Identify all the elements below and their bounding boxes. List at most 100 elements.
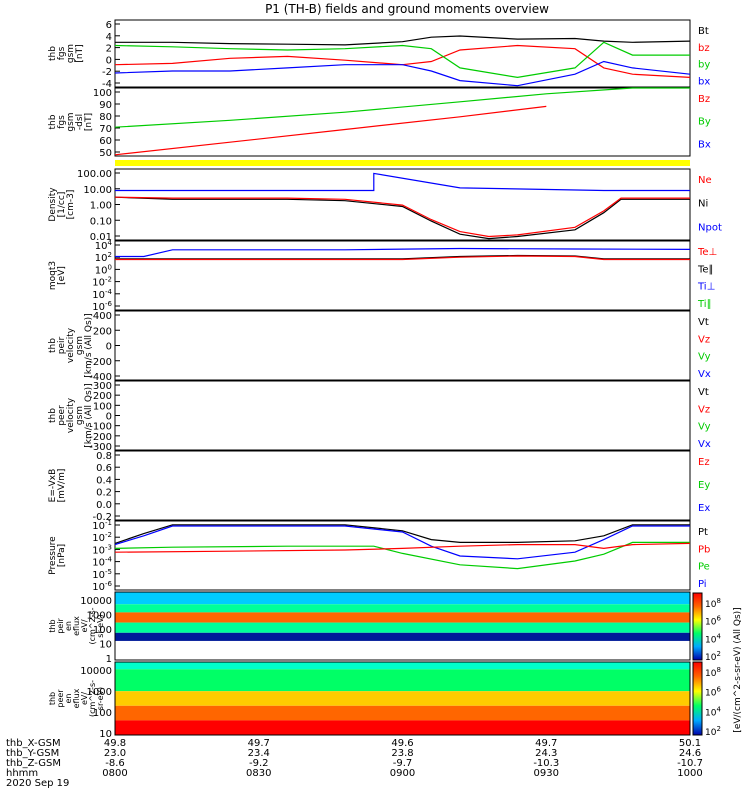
legend-entry: Ex bbox=[698, 503, 710, 514]
colorbar-upper bbox=[692, 592, 703, 661]
spectrogram-band bbox=[115, 592, 690, 605]
ephemeris-label: 2020 Sep 19 bbox=[6, 778, 69, 789]
colorbars: 108 106 104 102 108 106 104 102 [eV/(cm^2-s-sr-e… bbox=[692, 592, 743, 738]
legend-entry: Ey bbox=[698, 480, 710, 491]
y-tick-label: 1000 bbox=[87, 611, 112, 622]
y-tick-label: 100.00 bbox=[77, 169, 112, 180]
y-axis-label: thb bbox=[48, 619, 57, 632]
y-axis-label: sr-eV) bbox=[96, 687, 105, 710]
panel-frame bbox=[114, 240, 691, 311]
y-axis-label: gsm bbox=[66, 44, 76, 63]
y-tick-label: 102 bbox=[95, 251, 112, 264]
ephemeris-value: 0830 bbox=[246, 768, 271, 779]
y-axis-label: thb bbox=[48, 114, 58, 129]
legend-entry: Vt bbox=[698, 317, 709, 328]
y-tick-label: 200 bbox=[93, 326, 112, 337]
y-tick-label: -2 bbox=[102, 67, 112, 78]
y-tick-label: 200 bbox=[93, 391, 112, 402]
ephemeris-label: thb_Y-GSM bbox=[6, 748, 59, 759]
legend-entry: Pe bbox=[698, 562, 710, 573]
ephemeris-value: -10.7 bbox=[677, 758, 703, 769]
y-tick-label: 0.0 bbox=[96, 500, 112, 511]
series-line bbox=[114, 525, 690, 560]
colorbar-tick: 108 bbox=[705, 597, 721, 610]
legend-entry: Vx bbox=[698, 439, 711, 450]
y-axis-label: eflux bbox=[72, 688, 81, 708]
colorbar-tick: 104 bbox=[705, 705, 721, 718]
y-tick-label: 6 bbox=[106, 20, 112, 31]
y-axis-label: thb bbox=[48, 46, 58, 61]
y-axis-label: moqt3 bbox=[48, 261, 58, 290]
panel-frame bbox=[114, 450, 691, 521]
y-tick-label: 60 bbox=[99, 136, 112, 147]
y-tick-label: 0 bbox=[106, 342, 112, 353]
legend-entry: Te∥ bbox=[697, 264, 714, 275]
y-axis-label: [nT] bbox=[84, 113, 94, 131]
legend-entry: Vy bbox=[698, 422, 711, 433]
y-tick-label: 10-2 bbox=[92, 531, 112, 544]
y-tick-label: 0.6 bbox=[96, 463, 112, 474]
y-axis-label: gsm bbox=[75, 336, 85, 355]
series-line bbox=[114, 44, 691, 78]
y-axis-label: velocity bbox=[66, 327, 76, 363]
panel-frame bbox=[114, 87, 691, 157]
series-line bbox=[114, 105, 547, 156]
ephemeris-value: 0900 bbox=[390, 768, 415, 779]
y-tick-label: 50 bbox=[99, 148, 112, 159]
y-axis-label: eV/ bbox=[80, 619, 89, 632]
panel-frame bbox=[114, 661, 691, 736]
series-line bbox=[115, 254, 690, 260]
y-axis-label: peir bbox=[57, 336, 67, 354]
y-axis-label: E=-VxB bbox=[48, 469, 58, 503]
y-tick-label: 10-4 bbox=[92, 556, 112, 569]
legend-entry: Ne bbox=[698, 175, 712, 186]
colorbar-tick: 102 bbox=[705, 650, 721, 663]
chart-title: P1 (TH-B) fields and ground moments over… bbox=[265, 2, 549, 16]
ephemeris-label: thb_X-GSM bbox=[6, 738, 61, 749]
ephemeris-label: hhmm bbox=[6, 768, 38, 779]
y-tick-label: 10000 bbox=[80, 666, 112, 677]
y-tick-label: 10000 bbox=[80, 596, 112, 607]
legend-entry: Bx bbox=[698, 139, 711, 150]
legend-entry: Ez bbox=[698, 457, 710, 468]
spectrogram-band bbox=[115, 612, 690, 623]
legend-entry: Ti∥ bbox=[697, 299, 712, 310]
y-axis-label: fgs bbox=[57, 115, 67, 129]
y-axis-label: gsm bbox=[66, 112, 76, 131]
series-line bbox=[114, 524, 690, 544]
y-axis-label: [mV/m] bbox=[57, 469, 67, 503]
legend-entry: Bz bbox=[698, 94, 710, 105]
colorbar-tick: 104 bbox=[705, 632, 721, 645]
series-line bbox=[114, 196, 690, 238]
y-tick-label: 2 bbox=[106, 44, 112, 55]
legend-entry: By bbox=[698, 117, 711, 128]
ephemeris-value: 23.4 bbox=[248, 748, 270, 759]
y-axis-label: peer bbox=[56, 689, 65, 708]
y-tick-label: -4 bbox=[102, 79, 112, 90]
spectrogram-band bbox=[115, 705, 690, 721]
ephemeris-label: thb_Z-GSM bbox=[6, 758, 61, 769]
legend-entry: Pt bbox=[698, 527, 708, 538]
ephemeris-value: 49.7 bbox=[248, 738, 270, 749]
spectrogram-band bbox=[115, 604, 690, 613]
y-axis-label: velocity bbox=[66, 397, 76, 433]
y-tick-label: -100 bbox=[89, 422, 112, 433]
y-tick-label: 100 bbox=[93, 401, 112, 412]
colorbar-tick: 106 bbox=[705, 686, 721, 699]
y-axis-label: (cm^2-s- bbox=[88, 680, 97, 717]
legend-entry: Vy bbox=[698, 352, 711, 363]
y-axis-label: en bbox=[64, 621, 73, 631]
y-tick-label: 10-5 bbox=[92, 568, 112, 581]
y-tick-label: -0.2 bbox=[92, 512, 112, 523]
y-tick-label: 0.10 bbox=[90, 216, 112, 227]
y-tick-label: 0.8 bbox=[96, 451, 112, 462]
y-tick-label: 100 bbox=[93, 708, 112, 719]
y-axis-label: [km/s (All Qs)] bbox=[84, 383, 94, 447]
y-tick-label: 10-6 bbox=[92, 580, 112, 593]
y-axis-label: gsm bbox=[75, 406, 85, 425]
